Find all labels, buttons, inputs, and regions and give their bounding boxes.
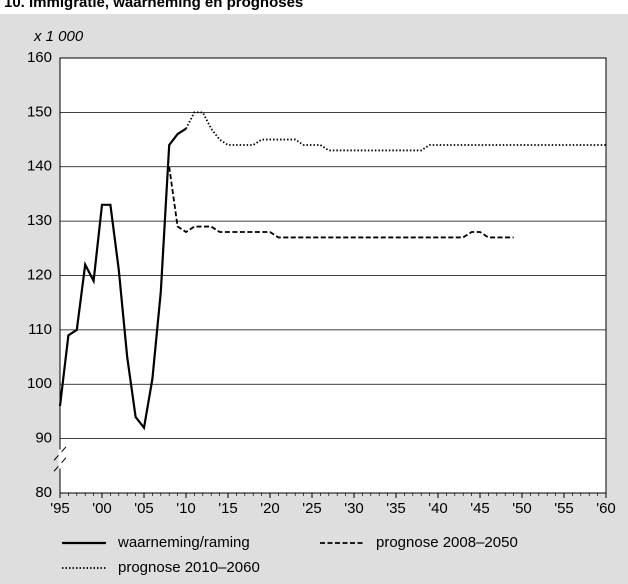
x-tick-label: '95 bbox=[50, 500, 70, 517]
y-tick-label: 90 bbox=[35, 430, 52, 447]
x-tick-label: '10 bbox=[176, 500, 196, 517]
x-tick-label: '45 bbox=[470, 500, 490, 517]
x-tick-label: '50 bbox=[512, 500, 532, 517]
y-tick-label: 150 bbox=[27, 103, 52, 120]
y-tick-label: 130 bbox=[27, 212, 52, 229]
chart-title: 10. Immigratie, waarneming en prognoses bbox=[4, 0, 303, 11]
series-line bbox=[58, 127, 187, 431]
x-tick-label: '55 bbox=[554, 500, 574, 517]
x-tick-label: '40 bbox=[428, 500, 448, 517]
y-tick-label: 100 bbox=[27, 375, 52, 392]
x-tick-label: '35 bbox=[386, 500, 406, 517]
x-tick-label: '60 bbox=[596, 500, 616, 517]
axis-break-gap bbox=[58, 449, 62, 469]
legend-label: waarneming/raming bbox=[117, 534, 250, 551]
series-line bbox=[185, 111, 606, 152]
x-tick-label: '20 bbox=[260, 500, 280, 517]
legend-label: prognose 2008–2050 bbox=[376, 534, 518, 551]
x-tick-label: '15 bbox=[218, 500, 238, 517]
x-tick-label: '30 bbox=[344, 500, 364, 517]
y-tick-label: 110 bbox=[28, 321, 52, 338]
y-tick-label: 120 bbox=[27, 266, 52, 283]
y-tick-label: 140 bbox=[27, 158, 52, 175]
series-line bbox=[168, 166, 514, 239]
plot-frame bbox=[59, 57, 607, 494]
y-tick-label: 160 bbox=[27, 49, 52, 66]
x-tick-label: '25 bbox=[302, 500, 322, 517]
x-tick-label: '00 bbox=[92, 500, 112, 517]
legend-label: prognose 2010–2060 bbox=[118, 559, 260, 576]
y-tick-label: 80 bbox=[35, 484, 52, 501]
x-tick-label: '05 bbox=[134, 500, 154, 517]
y-axis-label: x 1 000 bbox=[33, 28, 84, 45]
